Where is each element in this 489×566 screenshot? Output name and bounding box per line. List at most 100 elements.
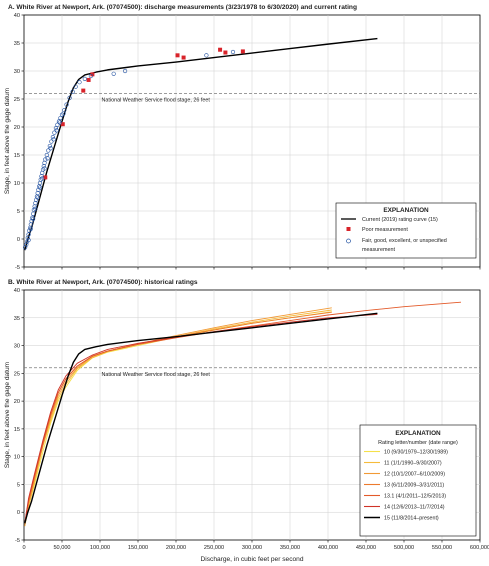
fair-measurement-point [39,174,44,179]
legend-b-entry: 13 (6/11/2009–3/31/2011) [384,483,444,489]
rating-curve-line [24,37,378,251]
y-tick-label: 10 [14,181,20,187]
panel-b-legend-title: EXPLANATION [395,430,441,437]
fair-measurement-point [47,143,52,149]
y-tick-label: 5 [17,482,20,488]
poor-measurement-point [218,47,223,52]
panel-a-legend: EXPLANATION Current (2019) rating curve … [335,202,477,259]
fair-measurement-point [35,195,40,200]
fair-measurement-point [55,122,60,127]
poor-measurement-point [90,72,95,77]
fair-measurement-point [56,119,62,124]
y-tick-label: 5 [17,209,20,215]
rating-curve-line [24,311,332,524]
fair-measurement-point [23,245,28,250]
rating-curve-line [24,311,332,524]
legend-b-entry: 13.1 (4/1/2011–12/5/2013) [384,494,446,500]
fair-measurement-point [230,49,236,55]
poor-measurement-point [86,77,91,82]
y-tick-label: 35 [14,41,20,47]
panel-a-legend-entry: Current (2019) rating curve (15) [362,217,438,223]
fair-measurement-point [42,160,47,165]
fair-measurement-point [31,216,36,221]
poor-measurement-point [81,88,86,93]
panel-b-x-ticks: 0 50,000 100,000 150,000 200,000 250,000 300,0… [22,540,489,551]
panel-b-legend: EXPLANATION Rating letter/number (date r… [359,424,477,537]
rating-curve-line [24,301,462,524]
legend-b-entry: 11 (1/1/1990–9/30/2007) [384,461,442,467]
fair-measurement-point [64,102,69,107]
fair-measurement-point [88,73,93,79]
fair-measurement-point [50,134,55,140]
x-tick-label: 150,000 [128,545,148,551]
panel-b-gridlines [24,290,480,540]
panel-a-legend-entry: Poor measurement [362,227,408,233]
fair-measurement-point [37,185,43,190]
legend-b-entry: 14 (12/6/2013–11/7/2014) [384,505,445,511]
panel-b-marks [24,301,462,527]
x-tick-label: 100,000 [90,545,110,551]
panel-b-legend-subtitle: Rating letter/number (date range) [378,440,458,446]
x-tick-label: 300,000 [242,545,262,551]
panel-b-y-axis-label: Stage, in feet above the gage datum [4,361,11,468]
y-tick-label: 25 [14,97,20,103]
fair-measurement-point [33,206,38,211]
y-tick-label: 20 [14,399,20,405]
panel-b: B. White River at Newport, Ark. (0707450… [4,279,489,563]
panel-a-legend-box [335,202,477,259]
rating-curve-line [24,307,332,527]
x-tick-label: 350,000 [280,545,300,551]
panel-b-title: B. White River at Newport, Ark. (0707450… [8,279,198,286]
poor-measurement-point [240,49,245,54]
y-tick-label: 20 [14,125,20,131]
panel-b-x-axis-label: Discharge, in cubic feet per second [201,556,304,563]
y-tick-label: 0 [17,237,20,243]
x-tick-label: 250,000 [204,545,224,551]
x-tick-label: 450,000 [356,545,376,551]
legend-b-entry: 10 (9/30/1979–12/30/1989) [384,450,448,456]
panel-b-legend-items: 10 (9/30/1979–12/30/1989) 11 (1/1/1990–9/… [364,450,448,522]
y-tick-label: 40 [14,13,20,19]
panel-a-marks [23,37,378,251]
fair-measurement-point [26,232,31,237]
y-tick-label: 0 [17,510,20,516]
x-tick-label: 0 [22,545,25,551]
fair-measurement-point [24,242,29,247]
fair-measurement-point [30,215,35,220]
panel-a-legend-poor-swatch [346,227,351,231]
y-tick-label: -5 [15,265,20,271]
fair-measurement-point [54,128,59,133]
panel-b-flood-stage-label: National Weather Service flood stage, 26… [102,372,211,378]
fair-measurement-point [42,166,47,171]
fair-measurement-point [67,95,72,100]
legend-b-entry: 12 (10/1/2007–6/10/2009) [384,472,445,478]
y-tick-label: 40 [14,288,20,294]
y-tick-label: 15 [14,427,20,433]
poor-measurement-point [43,175,48,180]
y-tick-label: 10 [14,455,20,461]
fair-measurement-point [35,190,40,196]
panel-a-legend-fair-swatch [346,238,351,244]
fair-measurement-point [28,226,33,232]
x-tick-label: 50,000 [53,545,70,551]
fair-measurement-point [73,84,78,89]
x-tick-label: 550,000 [432,545,452,551]
x-tick-label: 500,000 [394,545,414,551]
fair-measurement-point [31,211,36,216]
fair-measurement-point [53,126,59,131]
y-tick-label: 25 [14,371,20,377]
fair-measurement-point [33,201,38,206]
fair-measurement-point [52,130,57,135]
panel-a-flood-stage-label: National Weather Service flood stage, 26… [102,97,211,103]
fair-measurement-point [26,238,31,243]
panel-b-y-ticks: -5 0 5 10 15 20 25 30 35 40 [14,288,24,544]
legend-b-entry: 15 (11/8/2014–present) [384,516,439,522]
fair-measurement-point [77,80,82,85]
y-tick-label: 30 [14,344,20,350]
fair-measurement-point [40,170,45,176]
poor-measurement-point [223,50,228,55]
fair-measurement-point [204,53,209,58]
fair-measurement-point [122,68,128,74]
fair-measurement-point [58,115,63,121]
fair-measurement-point [51,137,56,142]
